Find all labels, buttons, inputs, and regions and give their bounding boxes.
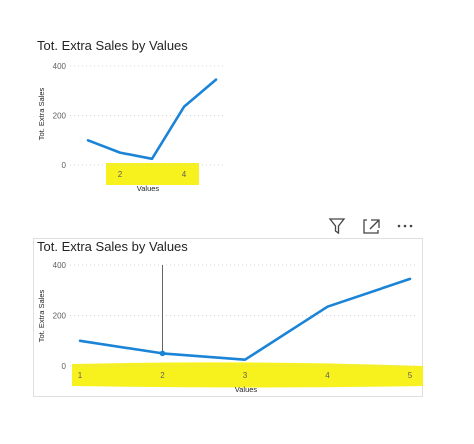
chart-1-y-axis-title: Tot. Extra Sales — [37, 87, 46, 140]
x-tick-label: 1 — [78, 371, 83, 380]
more-options-icon[interactable] — [397, 224, 413, 228]
chart-2-hover-point[interactable] — [159, 350, 166, 357]
chart-2-x-ticks: 1 2 3 4 5 — [78, 371, 413, 380]
visual-header-toolbar — [328, 218, 413, 235]
y-tick-label: 200 — [53, 112, 67, 121]
y-tick-label: 0 — [62, 161, 67, 170]
focus-mode-icon[interactable] — [363, 219, 380, 234]
chart-2-title: Tot. Extra Sales by Values — [37, 239, 188, 254]
chart-1-title: Tot. Extra Sales by Values — [37, 38, 188, 53]
chart-2-series-line[interactable] — [78, 277, 412, 361]
x-tick-label: 2 — [118, 170, 123, 179]
chart-2: Tot. Extra Sales by Values 0 200 400 1 2 3 4 5… — [33, 238, 423, 397]
chart-2-axis-highlight — [72, 362, 423, 388]
y-tick-label: 0 — [62, 362, 67, 371]
chart-1-y-ticks: 0 200 400 — [53, 62, 67, 170]
x-tick-label: 2 — [160, 371, 165, 380]
x-tick-label: 4 — [182, 170, 187, 179]
chart-1-x-axis-title: Values — [137, 184, 160, 193]
y-tick-label: 400 — [53, 62, 67, 71]
chart-2-card — [33, 238, 423, 397]
chart-2-y-ticks: 0 200 400 — [53, 261, 67, 371]
chart-1-series-line[interactable] — [86, 78, 218, 161]
chart-1-gridlines — [70, 65, 226, 166]
chart-1-axis-highlight — [106, 163, 199, 185]
chart-2-x-axis-title: Values — [235, 385, 258, 394]
filter-icon[interactable] — [328, 218, 346, 235]
y-tick-label: 200 — [53, 312, 67, 321]
chart-2-y-axis-title: Tot. Extra Sales — [37, 289, 46, 342]
x-tick-label: 5 — [408, 371, 413, 380]
chart-2-gridlines — [70, 264, 416, 367]
x-tick-label: 4 — [325, 371, 330, 380]
x-tick-label: 3 — [243, 371, 248, 380]
y-tick-label: 400 — [53, 261, 67, 270]
